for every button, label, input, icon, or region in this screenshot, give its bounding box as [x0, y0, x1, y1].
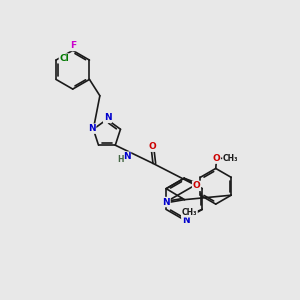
Text: N: N — [104, 113, 111, 122]
Text: N: N — [123, 152, 130, 161]
Text: O: O — [212, 154, 220, 163]
Text: O: O — [149, 142, 157, 151]
Text: N: N — [88, 124, 96, 133]
Text: CH₃: CH₃ — [223, 154, 239, 163]
Text: O: O — [193, 181, 200, 190]
Text: CH₃: CH₃ — [182, 208, 197, 217]
Text: H: H — [117, 155, 123, 164]
Text: N: N — [182, 216, 190, 225]
Text: F: F — [70, 41, 76, 50]
Text: Cl: Cl — [59, 54, 69, 63]
Text: N: N — [162, 197, 170, 206]
